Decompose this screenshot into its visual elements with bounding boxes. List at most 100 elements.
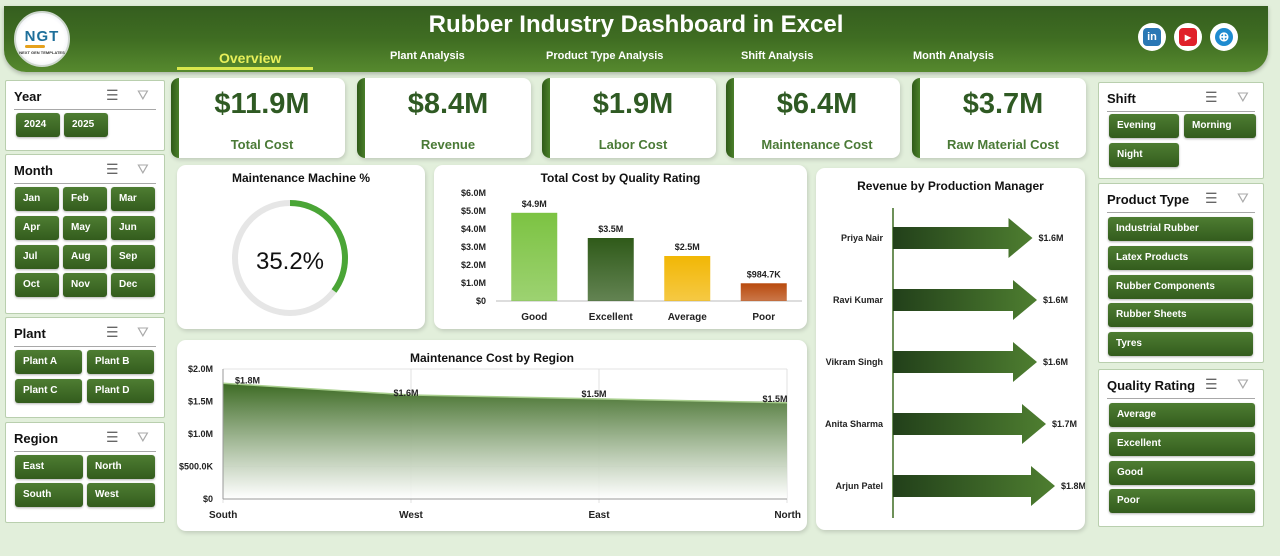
slicer-item[interactable]: 2025 [64, 113, 108, 137]
slicer-item[interactable]: Nov [63, 273, 107, 297]
area-chart: $0 $500.0K $1.0M $1.5M $2.0M $1.8M South $1.6M W… [179, 364, 801, 521]
slicer-item[interactable]: Plant C [15, 379, 82, 403]
slicer-item[interactable]: Jun [111, 216, 155, 240]
kpi-accent [357, 78, 365, 158]
slicer-item[interactable]: Industrial Rubber [1108, 217, 1253, 241]
multi-select-icon[interactable]: ☰ [106, 429, 119, 445]
multi-select-icon[interactable]: ☰ [106, 161, 119, 177]
kpi-value: $8.4M [407, 88, 489, 120]
divider [14, 346, 156, 347]
y-tick-label: $0 [203, 494, 213, 504]
area-data-label: $1.8M [235, 375, 260, 385]
y-tick-label: $1.0M [461, 278, 486, 288]
bar-average[interactable] [664, 256, 711, 301]
slicer-item[interactable]: Rubber Sheets [1108, 303, 1253, 327]
arrow-data-label: $1.6M [1043, 295, 1068, 305]
chart-title: Maintenance Cost by Region [409, 351, 575, 365]
slicer-item[interactable]: Jan [15, 187, 59, 211]
kpi-revenue: $8.4M Revenue [357, 78, 531, 158]
category-label: Arjun Patel [835, 481, 883, 491]
multi-select-icon[interactable]: ☰ [1205, 89, 1218, 105]
arrow-bar[interactable] [893, 218, 1033, 258]
month-slicer: Month ☰ ⛛ Jan Feb Mar Apr May Jun Jul Au… [5, 154, 165, 314]
slicer-item[interactable]: Poor [1109, 489, 1255, 513]
bar-data-label: $2.5M [675, 242, 700, 252]
youtube-button[interactable]: ▶ [1174, 23, 1202, 51]
slicer-item[interactable]: Night [1109, 143, 1179, 167]
slicer-item[interactable]: Latex Products [1108, 246, 1253, 270]
y-tick-label: $1.0M [188, 429, 213, 439]
kpi-accent [912, 78, 920, 158]
slicer-item[interactable]: Dec [111, 273, 155, 297]
quality-rating-slicer: Quality Rating ☰ ⛛ Average Excellent Goo… [1098, 369, 1264, 527]
slicer-item[interactable]: Plant B [87, 350, 154, 374]
slicer-item[interactable]: Good [1109, 461, 1255, 485]
arrow-bar[interactable] [893, 404, 1046, 444]
clear-filter-icon[interactable]: ⛛ [1237, 89, 1249, 105]
clear-filter-icon[interactable]: ⛛ [1237, 376, 1249, 392]
area-data-label: $1.6M [393, 388, 418, 398]
slicer-item[interactable]: Apr [15, 216, 59, 240]
tab-shift-analysis[interactable]: Shift Analysis [741, 50, 814, 62]
slicer-item[interactable]: Jul [15, 245, 59, 269]
slicer-item[interactable]: Evening [1109, 114, 1179, 138]
slicer-item[interactable]: Rubber Components [1108, 275, 1253, 299]
arrow-bar[interactable] [893, 342, 1037, 382]
slicer-title: Shift [1107, 91, 1136, 106]
category-label: Anita Sharma [825, 419, 884, 429]
slicer-item[interactable]: West [87, 483, 155, 507]
tab-overview[interactable]: Overview [219, 50, 282, 66]
slicer-item[interactable]: Feb [63, 187, 107, 211]
category-label: Ravi Kumar [833, 295, 884, 305]
shift-slicer: Shift ☰ ⛛ Evening Morning Night [1098, 82, 1264, 179]
tab-plant-analysis[interactable]: Plant Analysis [390, 50, 465, 62]
bar-excellent[interactable] [587, 238, 634, 301]
slicer-item[interactable]: Excellent [1109, 432, 1255, 456]
y-tick-label: $6.0M [461, 188, 486, 198]
slicer-item[interactable]: 2024 [16, 113, 60, 137]
slicer-item[interactable]: Aug [63, 245, 107, 269]
bar-good[interactable] [511, 212, 558, 301]
ngt-logo: NGT NEXT GEN TEMPLATES [14, 11, 70, 67]
slicer-item[interactable]: Plant A [15, 350, 82, 374]
arrow-bar[interactable] [893, 466, 1055, 506]
clear-filter-icon[interactable]: ⛛ [137, 324, 149, 340]
slicer-item[interactable]: South [15, 483, 83, 507]
slicer-item[interactable]: Plant D [87, 379, 154, 403]
slicer-item[interactable]: Morning [1184, 114, 1256, 138]
bar-poor[interactable] [740, 283, 787, 301]
clear-filter-icon[interactable]: ⛛ [137, 87, 149, 103]
arrow-bar[interactable] [893, 280, 1037, 320]
slicer-item[interactable]: North [87, 455, 155, 479]
tab-month-analysis[interactable]: Month Analysis [913, 50, 994, 62]
region-maintenance-card: Maintenance Cost by Region $0 $500.0K $1.0… [177, 340, 807, 531]
region-slicer: Region ☰ ⛛ East North South West [5, 422, 165, 523]
area-series[interactable] [223, 383, 787, 499]
kpi-raw-material-cost: $3.7M Raw Material Cost [912, 78, 1086, 158]
slicer-item[interactable]: Oct [15, 273, 59, 297]
chart-title: Maintenance Machine % [231, 171, 371, 185]
kpi-labor-cost: $1.9M Labor Cost [542, 78, 716, 158]
multi-select-icon[interactable]: ☰ [106, 87, 119, 103]
website-button[interactable]: ⊕ [1210, 23, 1238, 51]
multi-select-icon[interactable]: ☰ [1205, 376, 1218, 392]
y-tick-label: $1.5M [188, 397, 213, 407]
clear-filter-icon[interactable]: ⛛ [137, 429, 149, 445]
multi-select-icon[interactable]: ☰ [106, 324, 119, 340]
kpi-value: $11.9M [214, 88, 310, 120]
divider [14, 183, 156, 184]
tab-product-type-analysis[interactable]: Product Type Analysis [546, 50, 664, 62]
slicer-item[interactable]: Tyres [1108, 332, 1253, 356]
area-data-label: $1.5M [762, 394, 787, 404]
multi-select-icon[interactable]: ☰ [1205, 190, 1218, 206]
slicer-item[interactable]: Mar [111, 187, 155, 211]
clear-filter-icon[interactable]: ⛛ [137, 161, 149, 177]
linkedin-button[interactable]: in [1138, 23, 1166, 51]
slicer-item[interactable]: East [15, 455, 83, 479]
clear-filter-icon[interactable]: ⛛ [1237, 190, 1249, 206]
slicer-item[interactable]: Average [1109, 403, 1255, 427]
slicer-item[interactable]: Sep [111, 245, 155, 269]
slicer-item[interactable]: May [63, 216, 107, 240]
y-tick-label: $500.0K [179, 462, 214, 472]
category-label: Vikram Singh [826, 357, 883, 367]
